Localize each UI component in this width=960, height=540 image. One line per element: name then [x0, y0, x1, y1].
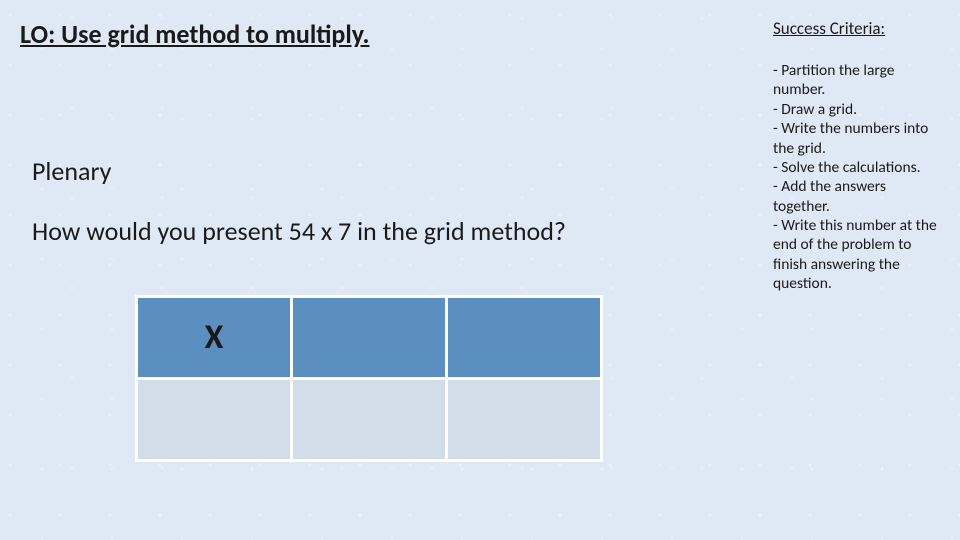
plenary-label: Plenary: [32, 155, 760, 187]
question-text: How would you present 54 x 7 in the grid…: [32, 215, 760, 247]
criteria-item: - Solve the calculations.: [773, 158, 938, 177]
grid-header-cell: [447, 297, 602, 379]
grid-body-cell: [292, 379, 447, 461]
criteria-item: - Write this number at the end of the pr…: [773, 216, 938, 294]
multiplication-grid: X: [135, 295, 603, 462]
grid-header-cell: [292, 297, 447, 379]
criteria-item: - Write the numbers into the grid.: [773, 119, 938, 158]
grid-header-row: X: [137, 297, 602, 379]
learning-objective-title: LO: Use grid method to multiply.: [20, 18, 760, 50]
grid-x-symbol: X: [137, 297, 292, 379]
grid-body-cell: [137, 379, 292, 461]
main-content: LO: Use grid method to multiply. Plenary…: [20, 18, 760, 462]
success-criteria-list: - Partition the large number. - Draw a g…: [773, 61, 938, 294]
success-criteria-title: Success Criteria:: [773, 18, 938, 39]
grid-body-row: [137, 379, 602, 461]
success-criteria-sidebar: Success Criteria: - Partition the large …: [773, 18, 938, 294]
criteria-item: - Partition the large number.: [773, 61, 938, 100]
criteria-item: - Add the answers together.: [773, 177, 938, 216]
grid-body-cell: [447, 379, 602, 461]
criteria-item: - Draw a grid.: [773, 100, 938, 119]
